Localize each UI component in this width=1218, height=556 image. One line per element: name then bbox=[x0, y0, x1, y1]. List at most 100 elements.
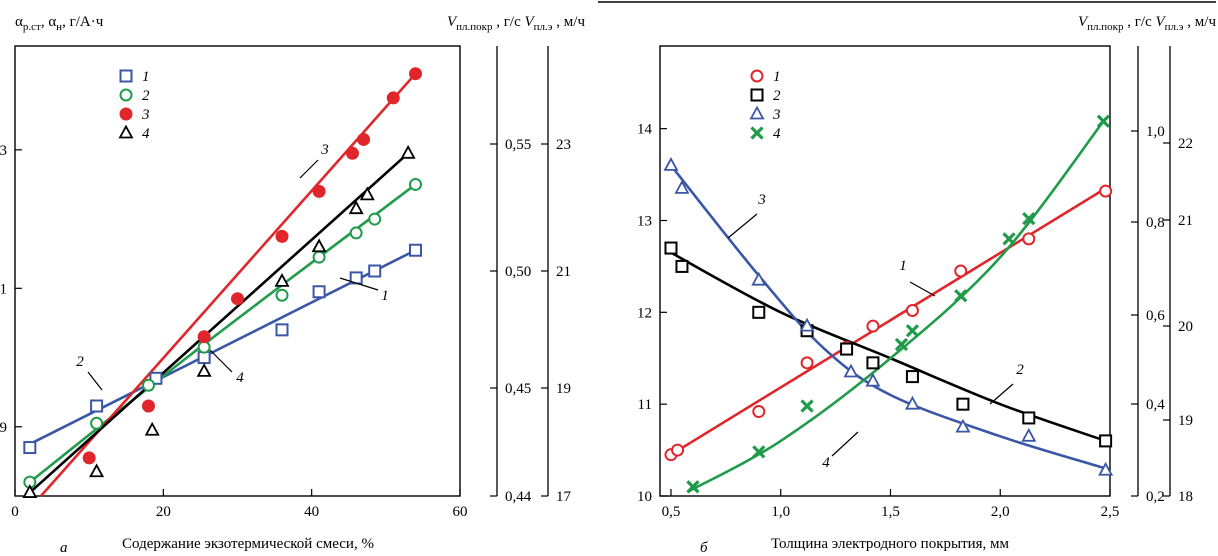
b-annotation-4: 4 bbox=[822, 455, 830, 471]
a-R2-tick-label-2: 21 bbox=[556, 264, 571, 280]
a-point-1-4 bbox=[275, 323, 289, 337]
b-point-2-7 bbox=[956, 397, 970, 411]
a-point-2-6 bbox=[349, 226, 363, 240]
panel-a-points bbox=[22, 67, 422, 498]
b-R2-tick-label-0: 18 bbox=[1178, 489, 1193, 505]
a-point-3-7 bbox=[357, 132, 371, 146]
panel-a-annotations: 1 2 3 4 bbox=[76, 142, 389, 391]
panel-b: Vпл.покр , г/с Vпл.э , м/ч Толщина элект… bbox=[598, 1, 1216, 556]
a-legend-marker-4 bbox=[118, 124, 134, 139]
b-point-4-4-stroke-2 bbox=[905, 324, 920, 338]
a-point-4-4 bbox=[274, 273, 290, 287]
b-point-2-4 bbox=[840, 342, 854, 356]
a-legend-label-1: 1 bbox=[142, 69, 150, 85]
b-annotation-3: 3 bbox=[757, 192, 766, 208]
a-point-2-7 bbox=[368, 212, 382, 226]
panel-a-x-axis-label: Содержание экзотермической смеси, % bbox=[122, 536, 374, 552]
b-point-1-3 bbox=[800, 356, 814, 370]
a-annotation-2: 2 bbox=[76, 354, 84, 370]
a-legend-marker-1 bbox=[119, 69, 133, 83]
b-point-2-9 bbox=[1099, 434, 1113, 448]
a-annotation-1: 1 bbox=[381, 288, 389, 304]
b-point-4-3 bbox=[894, 337, 909, 352]
a-point-4-8 bbox=[400, 144, 416, 159]
b-annotation-leader-2 bbox=[727, 213, 758, 239]
a-R2-tick-label-0: 17 bbox=[556, 489, 572, 505]
a-point-1-5 bbox=[312, 285, 326, 299]
b-point-2-2 bbox=[752, 305, 766, 319]
a-point-2-2 bbox=[142, 378, 155, 392]
b-R2-tick-label-2: 20 bbox=[1178, 319, 1193, 335]
a-legend-label-4: 4 bbox=[142, 126, 150, 142]
b-point-4-2 bbox=[800, 399, 814, 413]
a-point-2-3 bbox=[197, 340, 211, 354]
a-point-4-2 bbox=[144, 421, 160, 436]
b-y-tick-label-4: 14 bbox=[637, 122, 653, 138]
a-point-3-5 bbox=[312, 184, 326, 198]
b-R1-tick-label-4: 1,0 bbox=[1146, 124, 1165, 140]
b-annotation-leader-0 bbox=[909, 281, 936, 297]
a-point-1-7 bbox=[368, 264, 382, 278]
b-point-4-8-stroke-2 bbox=[1096, 114, 1111, 128]
b-R2-tick-label-3: 21 bbox=[1178, 213, 1193, 229]
a-point-3-9 bbox=[409, 67, 422, 81]
b-fit-line-1 bbox=[670, 187, 1107, 456]
b-point-1-1 bbox=[671, 443, 685, 457]
a-x-tick-label-0: 0 bbox=[11, 504, 19, 520]
b-point-3-7 bbox=[955, 418, 971, 433]
a-point-2-5 bbox=[312, 250, 326, 264]
a-x-tick-label-2: 40 bbox=[304, 504, 319, 520]
panel-a: αр.ст, αн, г/А·ч Vпл.покр , г/с Vпл.э , … bbox=[0, 14, 585, 556]
b-point-4-1-stroke-2 bbox=[752, 445, 766, 459]
b-y-tick-label-1: 11 bbox=[638, 397, 652, 413]
panel-b-points bbox=[663, 114, 1114, 494]
panel-b-letter: б bbox=[700, 540, 708, 556]
b-point-4-1 bbox=[752, 445, 766, 459]
a-x-tick-label-3: 60 bbox=[453, 504, 468, 520]
b-point-3-4 bbox=[843, 363, 859, 378]
a-point-1-2 bbox=[149, 371, 163, 385]
a-point-3-2 bbox=[197, 330, 211, 344]
panel-a-legend: 1 2 3 4 bbox=[118, 69, 150, 142]
a-point-4-1 bbox=[89, 463, 105, 478]
b-annotation-leader-3 bbox=[831, 431, 859, 457]
a-point-3-4 bbox=[275, 229, 289, 243]
b-point-2-8 bbox=[1022, 411, 1036, 425]
b-x-tick-label-0: 0,5 bbox=[662, 504, 681, 520]
b-point-1-9 bbox=[1099, 184, 1113, 198]
b-R1-tick-label-0: 0,2 bbox=[1146, 489, 1165, 505]
b-point-4-0-stroke-2 bbox=[686, 480, 700, 494]
b-legend-label-3: 3 bbox=[772, 107, 781, 123]
b-R1-tick-label-1: 0,4 bbox=[1146, 397, 1165, 413]
a-point-2-1 bbox=[90, 416, 104, 430]
a-point-4-6 bbox=[348, 200, 364, 215]
a-legend-marker-2 bbox=[119, 88, 133, 102]
b-legend-label-2: 2 bbox=[773, 88, 781, 104]
b-point-1-5 bbox=[866, 319, 880, 333]
b-annotation-leader-1 bbox=[989, 383, 1014, 405]
b-point-4-5 bbox=[954, 289, 968, 303]
a-legend-label-2: 2 bbox=[142, 88, 150, 104]
panel-b-plot-frame bbox=[659, 45, 1111, 497]
b-point-3-1 bbox=[674, 179, 690, 194]
panel-a-ticks: 020406091113 bbox=[0, 143, 468, 520]
a-point-4-5 bbox=[311, 238, 327, 253]
a-annotation-3: 3 bbox=[320, 142, 329, 158]
panel-a-right-axis-label: Vпл.покр , г/с Vпл.э , м/ч bbox=[447, 14, 585, 33]
b-point-2-1 bbox=[675, 259, 689, 273]
panel-b-right-axis-label: Vпл.покр , г/с Vпл.э , м/ч bbox=[1078, 14, 1216, 33]
a-point-1-3 bbox=[197, 351, 211, 365]
b-point-4-6-stroke-2 bbox=[1002, 232, 1016, 246]
b-point-4-6 bbox=[1002, 232, 1016, 246]
b-legend-marker-4-stroke-2 bbox=[750, 126, 764, 140]
b-x-tick-label-2: 1,5 bbox=[881, 504, 900, 520]
b-point-4-0 bbox=[686, 480, 700, 494]
panel-a-plot-frame bbox=[14, 45, 461, 497]
panel-b-fit-lines bbox=[669, 120, 1107, 493]
a-y-tick-label-2: 13 bbox=[0, 143, 7, 159]
b-point-4-2-stroke-2 bbox=[800, 399, 814, 413]
a-legend-marker-3 bbox=[119, 107, 133, 121]
b-point-3-8 bbox=[1021, 427, 1037, 442]
a-point-3-3 bbox=[231, 292, 244, 306]
